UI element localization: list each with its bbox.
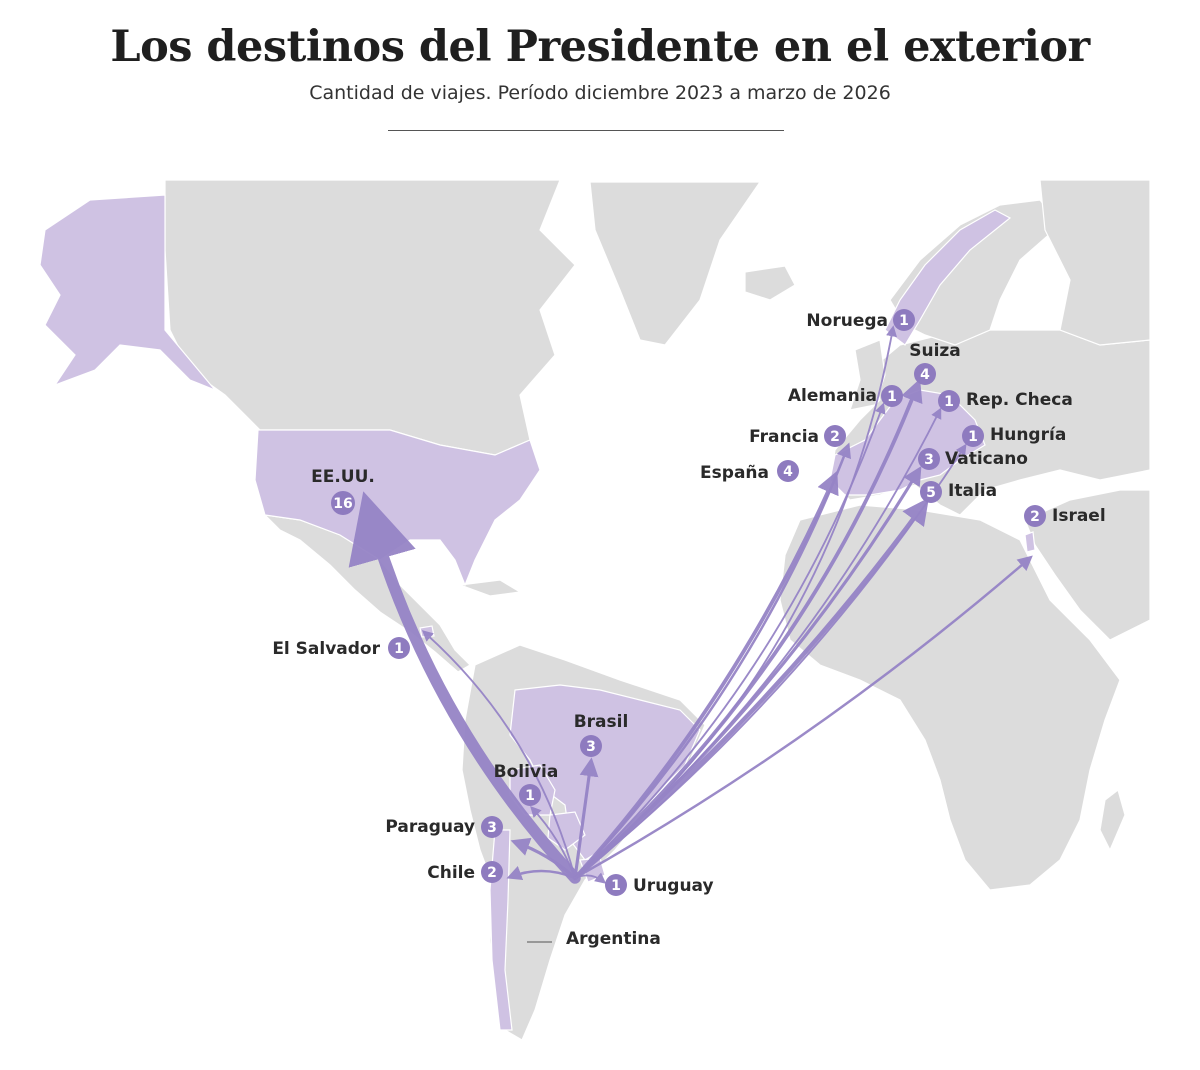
land-iceland — [744, 265, 796, 301]
label-chile: Chile — [427, 863, 475, 883]
label-hungria: Hungría — [990, 425, 1066, 445]
badge-paraguay-count: 3 — [487, 820, 497, 836]
label-noruega: Noruega — [806, 311, 888, 331]
badge-rep-checa — [938, 390, 960, 412]
label-italia: Italia — [948, 481, 997, 501]
land-middle-east — [1024, 489, 1151, 641]
badge-espana-count: 4 — [783, 464, 793, 480]
badge-vaticano-count: 3 — [924, 452, 934, 468]
land-scandinavia — [889, 199, 1061, 346]
badge-eeuu — [331, 491, 355, 515]
badge-italia-count: 5 — [926, 485, 936, 501]
land-madagascar — [1099, 788, 1126, 852]
land-masses — [164, 179, 1151, 1041]
badge-francia — [824, 425, 846, 447]
label-argentina: Argentina — [566, 929, 661, 949]
arrow-italia — [572, 497, 929, 881]
title: Los destinos del Presidente en el exteri… — [110, 22, 1090, 72]
badge-hungria — [962, 425, 984, 447]
land-canada — [164, 179, 576, 456]
label-suiza: Suiza — [909, 341, 961, 361]
arrow-eeuu — [348, 491, 581, 884]
arrow-espana — [573, 470, 839, 880]
region-alaska — [39, 194, 216, 391]
destination-labels: EE.UU. 16 El Salvador 1 Brasil 3 Bolivia… — [272, 309, 1106, 949]
label-bolivia: Bolivia — [494, 762, 559, 782]
badge-espana — [777, 460, 799, 482]
badge-paraguay — [481, 816, 503, 838]
badge-chile-count: 2 — [487, 865, 497, 881]
badge-hungria-count: 1 — [968, 429, 978, 445]
region-noruega — [884, 209, 1012, 346]
badge-bolivia-count: 1 — [525, 788, 535, 804]
badge-israel-count: 2 — [1030, 509, 1040, 525]
badge-suiza-count: 4 — [920, 367, 930, 383]
arrow-brasil — [573, 757, 599, 880]
arrow-paraguay — [510, 837, 577, 880]
trip-arrows — [348, 325, 1033, 884]
badge-el-salvador-count: 1 — [394, 641, 404, 657]
badge-rep-checa-count: 1 — [944, 394, 954, 410]
title-rule — [388, 130, 784, 131]
badge-chile — [481, 861, 503, 883]
region-israel — [1024, 531, 1036, 553]
badge-alemania — [881, 385, 903, 407]
badge-noruega — [893, 309, 915, 331]
badge-uruguay — [605, 874, 627, 896]
badge-israel — [1024, 505, 1046, 527]
badge-uruguay-count: 1 — [611, 878, 621, 894]
arrow-chile — [506, 865, 577, 880]
badge-suiza — [914, 363, 936, 385]
badge-bolivia — [519, 784, 541, 806]
arrow-suiza — [573, 378, 923, 880]
arrow-bolivia — [530, 805, 576, 879]
land-russia — [1039, 179, 1151, 346]
label-paraguay: Paraguay — [385, 817, 475, 837]
badge-eeuu-count: 16 — [333, 496, 352, 512]
label-brasil: Brasil — [574, 712, 629, 732]
region-europe-west — [829, 389, 986, 496]
badge-brasil — [580, 735, 602, 757]
label-eeuu: EE.UU. — [311, 467, 375, 487]
label-francia: Francia — [749, 427, 819, 447]
badge-francia-count: 2 — [830, 429, 840, 445]
label-alemania: Alemania — [788, 386, 877, 406]
arrow-israel — [573, 555, 1033, 880]
badge-italia — [920, 481, 942, 503]
highlighted-countries — [39, 194, 1036, 1031]
badge-vaticano — [918, 448, 940, 470]
badge-alemania-count: 1 — [887, 389, 897, 405]
label-el-salvador: El Salvador — [272, 639, 380, 659]
land-africa — [779, 504, 1121, 891]
arrow-el-salvador — [421, 630, 576, 879]
label-espana: España — [700, 463, 769, 483]
land-cuba — [459, 579, 522, 597]
arrow-alemania — [574, 402, 886, 879]
badge-el-salvador — [388, 637, 410, 659]
label-uruguay: Uruguay — [633, 876, 714, 896]
subtitle: Cantidad de viajes. Período diciembre 20… — [309, 82, 891, 104]
label-vaticano: Vaticano — [945, 449, 1028, 469]
label-israel: Israel — [1052, 506, 1106, 526]
label-rep-checa: Rep. Checa — [966, 390, 1073, 410]
land-greenland — [589, 181, 762, 346]
badge-brasil-count: 3 — [586, 739, 596, 755]
badge-noruega-count: 1 — [899, 313, 909, 329]
